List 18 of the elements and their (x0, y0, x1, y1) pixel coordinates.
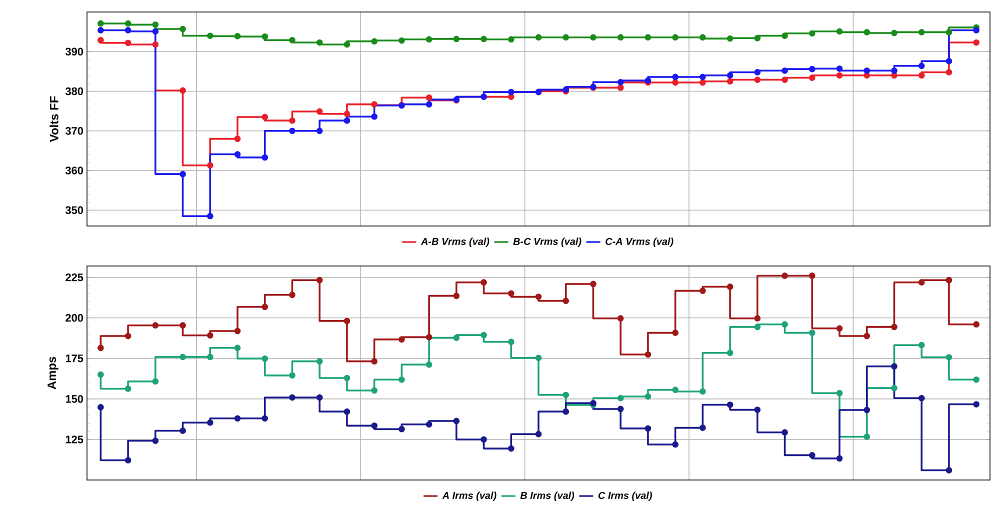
legend-label: C-A Vrms (val) (606, 238, 674, 247)
y-tick-label: 360 (65, 166, 84, 174)
y-tick-label: 350 (65, 206, 84, 214)
legend-label: C Irms (val) (598, 492, 652, 501)
y-tick-label: 390 (65, 48, 84, 56)
legend-label: A-B Vrms (val) (420, 238, 490, 247)
y-tick-label: 370 (65, 127, 84, 135)
y-tick-label: 225 (66, 273, 84, 282)
y-tick-label: 380 (65, 87, 84, 96)
legend-label: A Irms (val) (442, 492, 496, 501)
legend-label: B Irms (val) (520, 492, 574, 501)
y-tick-label: 200 (66, 314, 84, 322)
y-tick-label: 125 (66, 436, 84, 444)
y-axis-title: Amps (48, 356, 58, 390)
y-tick-label: 175 (66, 354, 84, 362)
y-tick-label: 150 (66, 395, 84, 403)
legend-label: B-C Vrms (val) (513, 238, 582, 247)
y-axis-title: Volts FF (50, 96, 58, 142)
